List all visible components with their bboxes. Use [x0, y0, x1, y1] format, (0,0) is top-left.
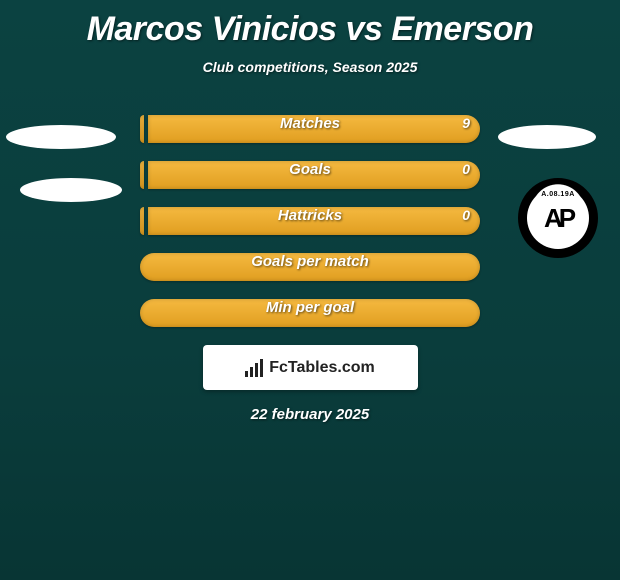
stat-bar-right: [148, 161, 480, 189]
brand-text: FcTables.com: [269, 359, 375, 377]
stat-row: Matches9: [0, 115, 620, 143]
stat-row: Hattricks0: [0, 207, 620, 235]
stat-value-right: 9: [462, 115, 470, 131]
subtitle: Club competitions, Season 2025: [0, 59, 620, 75]
bar-container: Matches9: [140, 115, 480, 143]
stat-bar: [140, 299, 480, 327]
stat-bar-right: [148, 207, 480, 235]
stat-bars: Matches9 Goals0 Hattricks0 Goals per match M…: [0, 115, 620, 327]
stat-row: Goals0: [0, 161, 620, 189]
stat-row: Min per goal: [0, 299, 620, 327]
chart-icon: [245, 359, 263, 377]
brand-logo: FcTables.com: [203, 345, 418, 390]
stat-bar-left: [140, 115, 144, 143]
stat-bar-left: [140, 161, 144, 189]
page-title: Marcos Vinicios vs Emerson: [0, 0, 620, 49]
bar-container: Goals per match: [140, 253, 480, 281]
stat-value-right: 0: [462, 207, 470, 223]
stat-row: Goals per match: [0, 253, 620, 281]
stat-bar: [140, 253, 480, 281]
date-text: 22 february 2025: [0, 406, 620, 423]
bar-container: Hattricks0: [140, 207, 480, 235]
bar-container: Min per goal: [140, 299, 480, 327]
stat-value-right: 0: [462, 161, 470, 177]
bar-container: Goals0: [140, 161, 480, 189]
stat-bar-left: [140, 207, 144, 235]
stat-bar-right: [148, 115, 480, 143]
